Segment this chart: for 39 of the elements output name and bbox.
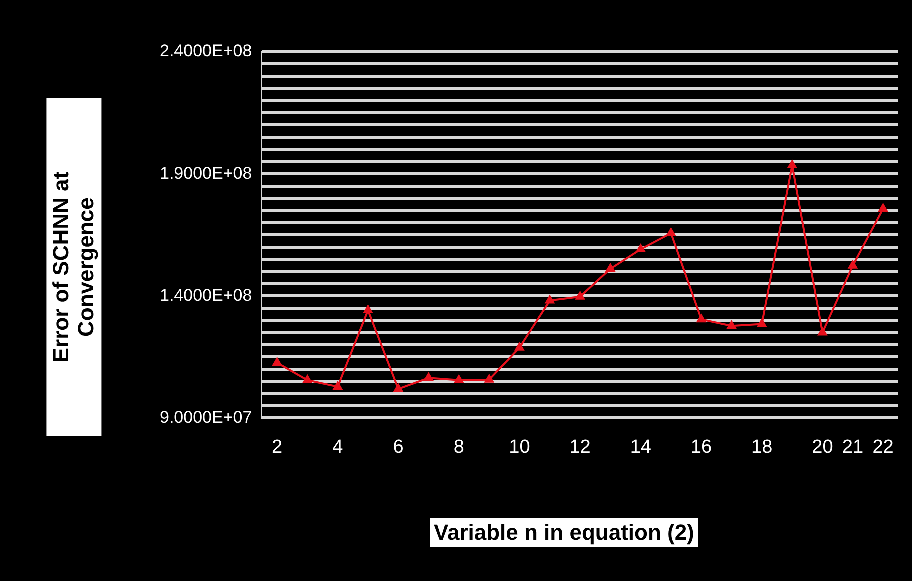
y-tick-label: 9.0000E+07 (160, 408, 252, 427)
x-axis-title: Variable n in equation (2) (430, 518, 698, 548)
point (394, 384, 403, 392)
point (424, 373, 434, 382)
point (515, 342, 524, 351)
x-tick-label: 16 (690, 436, 712, 458)
x-tick-label: 21 (842, 436, 864, 458)
x-tick-label: 20 (812, 436, 834, 458)
y-tick-label: 1.9000E+08 (160, 164, 252, 183)
point (606, 264, 616, 272)
point (546, 296, 554, 304)
point (818, 328, 828, 336)
x-tick-label: 22 (872, 436, 894, 458)
x-tick-label: 2 (272, 436, 283, 458)
x-tick-label: 6 (393, 436, 404, 458)
point (303, 375, 312, 384)
y-axis-title: Error of SCHNN at Convergence (46, 98, 102, 436)
x-tick-label: 10 (509, 436, 530, 458)
point (878, 204, 888, 212)
x-tick-label: 12 (570, 436, 591, 458)
point (697, 314, 706, 323)
x-tick-label: 14 (630, 436, 652, 458)
point (636, 244, 646, 253)
point (576, 292, 585, 300)
y-tick-label: 2.4000E+08 (160, 42, 252, 61)
point (727, 321, 736, 330)
y-tick-label: 1.4000E+08 (160, 286, 252, 305)
point (758, 319, 767, 328)
x-tick-label: 8 (454, 436, 464, 458)
point (666, 228, 676, 236)
point (484, 374, 494, 383)
x-tick-label: 4 (332, 436, 344, 458)
point (848, 260, 858, 269)
point (272, 358, 282, 366)
point (454, 375, 464, 384)
point (364, 306, 373, 314)
point (788, 160, 797, 169)
x-tick-label: 18 (752, 436, 773, 458)
point (333, 382, 342, 390)
